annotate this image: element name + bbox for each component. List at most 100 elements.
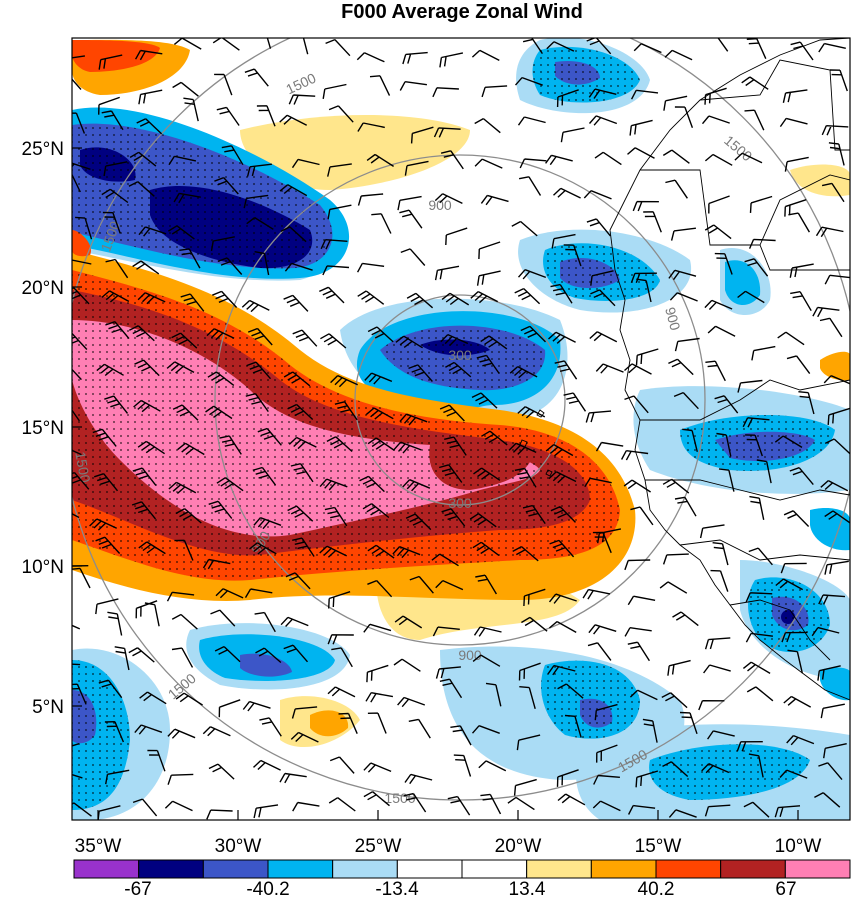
wind-barb — [279, 772, 307, 784]
wind-barb — [674, 337, 700, 352]
wind-barb — [280, 226, 307, 243]
wind-barb — [405, 513, 432, 531]
wind-barb — [748, 238, 776, 249]
lon-label-20w: 20°W — [495, 836, 542, 857]
wind-barb — [367, 579, 393, 598]
wind-barb — [745, 632, 773, 643]
wind-barb — [166, 591, 195, 602]
wind-barb — [95, 536, 121, 554]
wind-barb — [674, 106, 694, 128]
wind-barb — [474, 158, 503, 169]
lat-label-25n: 25°N — [22, 139, 64, 160]
ring-label: 300 — [448, 495, 472, 511]
wind-barb — [164, 800, 193, 812]
wind-barb — [72, 663, 81, 666]
wind-barb — [397, 696, 426, 708]
wind-barb — [643, 211, 662, 233]
wind-barb — [101, 290, 130, 303]
wind-barb — [779, 117, 808, 128]
wind-barb — [478, 760, 507, 772]
wind-barb — [818, 762, 843, 781]
wind-barb — [630, 506, 654, 526]
wind-barb — [322, 83, 347, 100]
wind-barb — [253, 517, 282, 530]
wind-barb — [786, 734, 815, 746]
wind-barb — [320, 239, 348, 250]
wind-barb — [247, 327, 273, 346]
wind-barb — [131, 501, 157, 520]
wind-barb — [171, 332, 198, 349]
wind-barb — [777, 331, 805, 346]
lon-label-25w: 25°W — [355, 836, 402, 857]
wind-barb — [322, 265, 350, 276]
wind-barb — [439, 52, 464, 68]
wind-barb — [703, 664, 731, 674]
wind-barb — [824, 510, 850, 524]
wind-barb — [173, 38, 202, 50]
wind-barb — [101, 110, 124, 131]
wind-barb — [595, 363, 624, 374]
wind-barb — [72, 259, 92, 265]
wind-barb — [147, 749, 166, 772]
wind-barb — [103, 161, 128, 177]
wind-barb — [167, 728, 196, 739]
wind-barb — [219, 435, 242, 455]
wind-barb — [620, 450, 649, 461]
wind-barb — [823, 375, 850, 385]
wind-barb — [819, 317, 843, 338]
wind-barb — [519, 158, 547, 169]
colorbar-swatch — [590, 859, 657, 879]
wind-barb — [138, 89, 163, 105]
wind-barb — [369, 75, 391, 96]
wind-barb — [517, 269, 547, 280]
chart-title: F000 Average Zonal Wind — [341, 1, 583, 23]
wind-barb — [563, 244, 582, 267]
wind-barb — [359, 475, 385, 493]
wind-barb — [287, 505, 314, 522]
colorbar-swatch — [73, 859, 140, 879]
wind-barb — [557, 793, 586, 806]
wind-barb — [432, 87, 459, 98]
wind-barb — [218, 699, 241, 718]
wind-barb — [246, 217, 274, 230]
wind-barb — [545, 443, 574, 457]
wind-barb — [679, 711, 698, 735]
border-sierra-leone — [729, 599, 831, 661]
wind-barb — [168, 225, 195, 240]
wind-barb — [751, 345, 776, 361]
wind-barb — [798, 391, 815, 415]
wind-barb — [472, 541, 500, 556]
wind-barb — [704, 637, 731, 650]
wind-barb — [249, 542, 277, 555]
wind-barb — [782, 89, 808, 103]
wind-barb — [519, 686, 536, 709]
wind-barb — [786, 355, 811, 375]
wind-barb — [821, 125, 849, 136]
wind-barb — [592, 531, 612, 554]
wind-barb — [72, 332, 88, 350]
wind-barb — [445, 227, 468, 246]
wind-barb — [168, 155, 197, 166]
wind-barb — [774, 805, 801, 818]
wind-barb — [545, 154, 573, 166]
wind-barb — [410, 126, 434, 144]
ring-label: 300 — [448, 347, 472, 363]
wind-barb — [408, 718, 431, 739]
wind-barb — [550, 283, 573, 304]
colorbar-label: -40.2 — [246, 879, 289, 900]
wind-barb — [674, 496, 697, 517]
wind-barb — [327, 686, 356, 698]
wind-barb — [788, 212, 811, 233]
wind-barb — [134, 359, 160, 377]
wind-barb — [89, 518, 117, 531]
wind-barb — [72, 78, 82, 90]
wind-barb — [338, 712, 358, 734]
wind-barb — [202, 726, 231, 737]
wind-barb — [481, 85, 508, 98]
wind-barb — [516, 734, 541, 751]
wind-barb — [662, 149, 690, 164]
wind-barb — [682, 428, 698, 452]
wind-barb — [748, 753, 764, 778]
wind-barb — [334, 401, 358, 421]
wind-barb — [214, 73, 233, 96]
